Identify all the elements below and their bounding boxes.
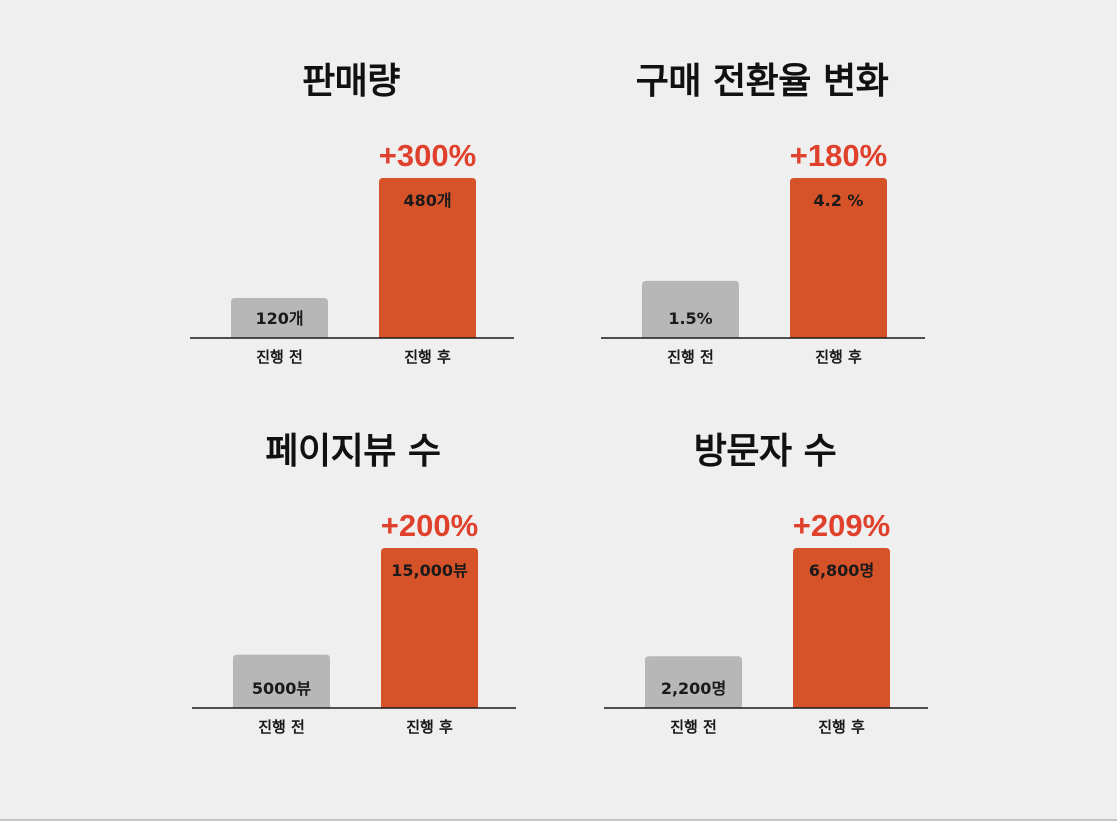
category-label: 진행 후 — [406, 718, 453, 736]
increase-label: +200% — [381, 508, 478, 543]
bar-before — [642, 280, 739, 338]
bar-chart: 1.5% 진행 전 4.2 % 진행 후 +180% — [601, 138, 925, 366]
increase-label: +209% — [793, 508, 890, 543]
category-label: 진행 전 — [667, 348, 714, 366]
bar-before — [231, 298, 328, 338]
category-label: 진행 후 — [404, 348, 451, 366]
bar-value-label: 2,200명 — [661, 679, 726, 698]
increase-label: +180% — [790, 138, 887, 173]
category-label: 진행 전 — [258, 718, 305, 736]
category-label: 진행 전 — [670, 718, 717, 736]
chart-panel-conversion: 구매 전환율 변화 1.5% 진행 전 4.2 % 진행 후 +180% — [597, 60, 927, 390]
bar-after — [381, 548, 478, 708]
chart-title: 구매 전환율 변화 — [635, 61, 889, 102]
bar-value-label: 6,800명 — [809, 561, 874, 580]
bar-value-label: 15,000뷰 — [391, 561, 468, 580]
bar-value-label: 120개 — [255, 309, 303, 328]
bar-after — [790, 178, 887, 338]
bar-before — [645, 656, 742, 708]
category-label: 진행 후 — [815, 348, 862, 366]
increase-label: +300% — [379, 138, 476, 173]
bar-value-label: 1.5% — [668, 309, 712, 328]
category-label: 진행 후 — [818, 718, 865, 736]
bar-value-label: 480개 — [403, 191, 451, 210]
bar-after — [379, 178, 476, 338]
bar-value-label: 5000뷰 — [252, 679, 312, 698]
bottom-divider — [0, 819, 1117, 821]
category-label: 진행 전 — [256, 348, 303, 366]
bar-value-label: 4.2 % — [814, 191, 864, 210]
chart-title: 판매량 — [302, 61, 400, 102]
bar-before — [233, 654, 330, 708]
chart-title: 페이지뷰 수 — [265, 431, 441, 472]
bar-after — [793, 548, 890, 708]
chart-title: 방문자 수 — [693, 431, 837, 472]
